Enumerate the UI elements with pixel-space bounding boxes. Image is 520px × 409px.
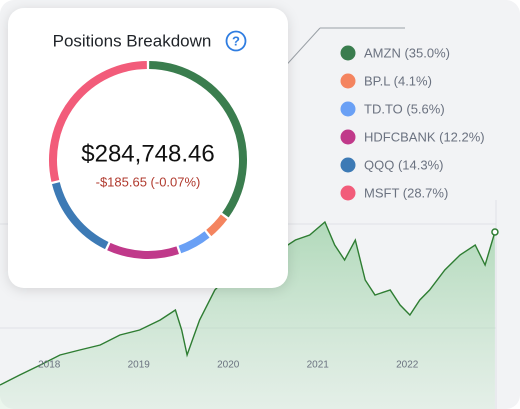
card-title: Positions Breakdown (53, 31, 212, 50)
donut-segment (107, 242, 179, 259)
line-area (0, 222, 495, 409)
legend-label: AMZN (35.0%) (364, 45, 450, 60)
x-tick-label: 2022 (396, 360, 419, 371)
legend-swatch (340, 101, 356, 117)
total-change: -$185.65 (-0.07%) (96, 174, 201, 189)
legend-swatch (340, 45, 356, 61)
legend-label: BP.L (4.1%) (364, 73, 432, 88)
legend-label: TD.TO (5.6%) (364, 101, 445, 116)
card (8, 8, 288, 288)
donut-segment (49, 61, 147, 182)
x-tick-label: 2019 (128, 360, 151, 371)
total-value: $284,748.46 (81, 140, 214, 167)
x-tick-label: 2020 (217, 360, 240, 371)
x-tick-label: 2018 (38, 360, 61, 371)
legend-label: HDFCBANK (12.2%) (364, 129, 485, 144)
help-icon-glyph: ? (232, 33, 240, 48)
x-tick-label: 2021 (307, 360, 330, 371)
legend-label: QQQ (14.3%) (364, 157, 443, 172)
legend-label: MSFT (28.7%) (364, 185, 448, 200)
legend-swatch (340, 157, 356, 173)
last-point (491, 228, 499, 236)
donut-segment (206, 214, 228, 237)
donut-segment (178, 231, 210, 254)
legend-swatch (340, 185, 356, 201)
help-icon[interactable] (225, 30, 247, 52)
donut-segment (149, 61, 247, 218)
legend-swatch (340, 73, 356, 89)
donut-segment (51, 182, 109, 250)
legend-swatch (340, 129, 356, 145)
